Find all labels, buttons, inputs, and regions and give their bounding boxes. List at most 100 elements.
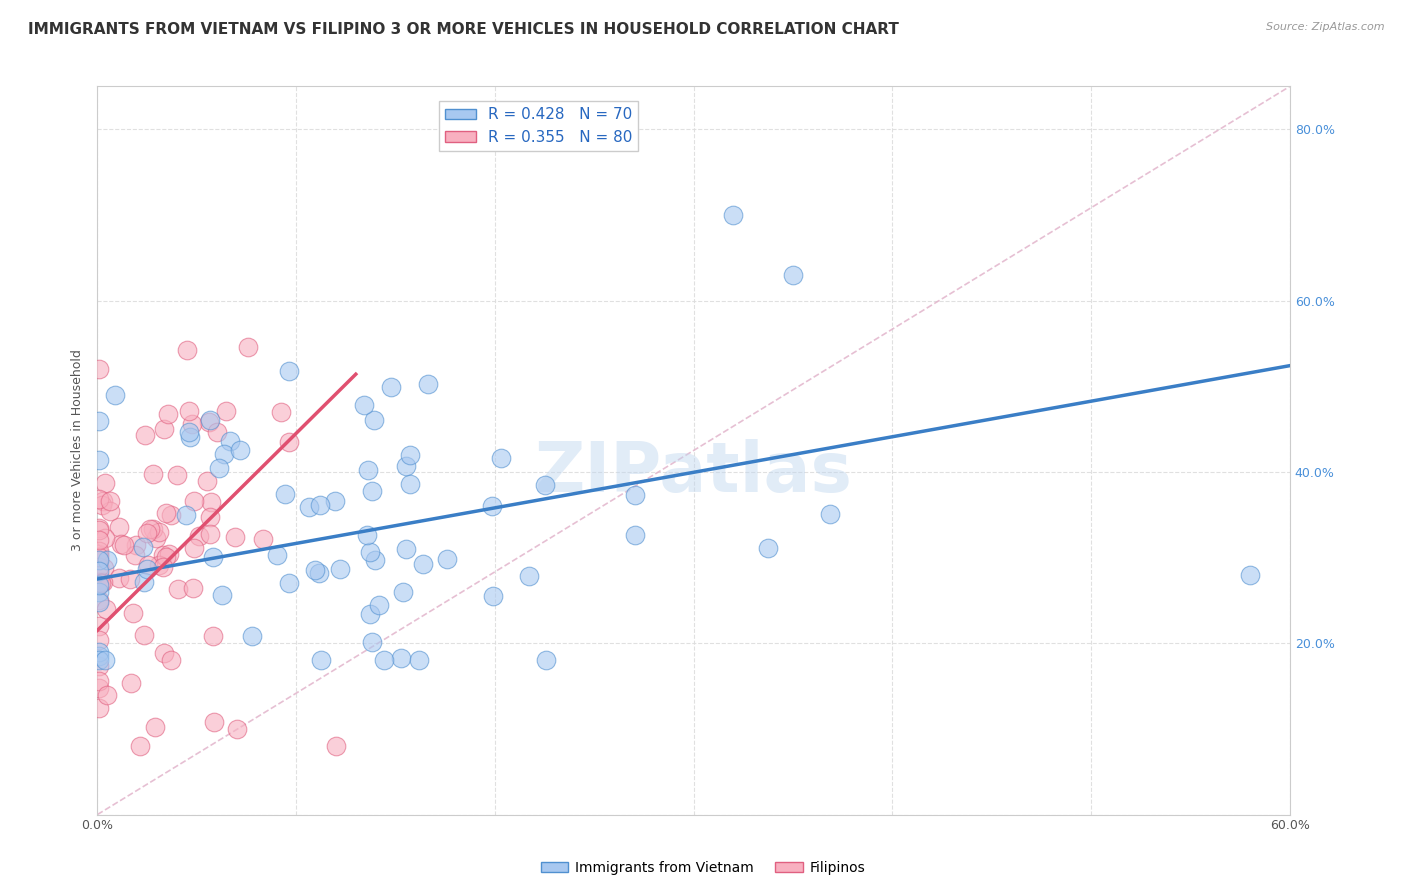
Point xyxy=(361,635,384,649)
Point xyxy=(756,541,779,555)
Y-axis label: 3 or more Vehicles in Household: 3 or more Vehicles in Household xyxy=(72,350,84,551)
Point xyxy=(143,720,166,734)
Point xyxy=(91,494,114,508)
Point xyxy=(148,525,170,540)
Point xyxy=(325,739,347,753)
Point xyxy=(368,598,391,612)
Point xyxy=(118,573,141,587)
Point xyxy=(98,494,121,508)
Point xyxy=(156,407,179,421)
Point xyxy=(91,498,114,512)
Point xyxy=(200,494,222,508)
Point xyxy=(122,606,145,620)
Point xyxy=(270,405,292,419)
Point xyxy=(155,506,177,520)
Point xyxy=(195,474,218,488)
Point xyxy=(89,595,111,609)
Point xyxy=(139,522,162,536)
Point xyxy=(489,451,512,466)
Point xyxy=(89,584,111,599)
Point xyxy=(93,653,115,667)
Text: ZIPatlas: ZIPatlas xyxy=(534,439,852,506)
Point xyxy=(820,507,842,521)
Point xyxy=(148,558,170,572)
Point xyxy=(395,458,418,473)
Point xyxy=(155,549,177,564)
Point xyxy=(89,645,111,659)
Point xyxy=(132,627,155,641)
Point xyxy=(152,646,174,660)
Point xyxy=(136,562,159,576)
Point xyxy=(89,523,111,537)
Point xyxy=(159,653,181,667)
Point xyxy=(183,541,205,555)
Point xyxy=(359,544,381,558)
Point xyxy=(353,398,375,412)
Point xyxy=(624,488,647,502)
Point xyxy=(274,487,297,501)
Point xyxy=(204,715,226,730)
Point xyxy=(89,362,111,376)
Point xyxy=(134,428,156,442)
Point xyxy=(120,676,142,690)
Point xyxy=(363,412,385,426)
Point xyxy=(277,435,299,450)
Point xyxy=(142,467,165,481)
Point xyxy=(89,543,111,558)
Point xyxy=(308,566,330,581)
Point xyxy=(89,560,111,574)
Point xyxy=(298,500,321,515)
Point xyxy=(181,581,204,595)
Point xyxy=(108,519,131,533)
Point xyxy=(517,568,540,582)
Point xyxy=(94,532,117,546)
Point xyxy=(89,659,111,673)
Point xyxy=(152,560,174,574)
Point xyxy=(124,548,146,562)
Point xyxy=(89,414,111,428)
Point xyxy=(179,403,201,417)
Point xyxy=(94,475,117,490)
Point xyxy=(159,508,181,523)
Point xyxy=(94,602,117,616)
Point xyxy=(211,588,233,602)
Point xyxy=(90,576,112,591)
Point xyxy=(412,558,434,572)
Text: IMMIGRANTS FROM VIETNAM VS FILIPINO 3 OR MORE VEHICLES IN HOUSEHOLD CORRELATION : IMMIGRANTS FROM VIETNAM VS FILIPINO 3 OR… xyxy=(28,22,898,37)
Point xyxy=(89,681,111,695)
Point xyxy=(89,673,111,688)
Point xyxy=(395,541,418,556)
Point xyxy=(98,504,121,518)
Point xyxy=(166,468,188,483)
Point xyxy=(142,523,165,537)
Point xyxy=(89,533,111,547)
Point xyxy=(89,564,111,578)
Point xyxy=(89,701,111,715)
Point xyxy=(89,452,111,467)
Point xyxy=(167,582,190,597)
Point xyxy=(145,532,167,546)
Point xyxy=(200,413,222,427)
Point xyxy=(202,549,225,564)
Point xyxy=(364,553,387,567)
Point xyxy=(329,562,352,576)
Point xyxy=(188,529,211,543)
Point xyxy=(179,430,201,444)
Point xyxy=(125,538,148,552)
Point xyxy=(389,650,412,665)
Point xyxy=(323,494,346,508)
Point xyxy=(205,425,228,440)
Point xyxy=(89,552,111,566)
Point xyxy=(240,629,263,643)
Point xyxy=(183,494,205,508)
Point xyxy=(398,449,420,463)
Point xyxy=(356,528,378,542)
Point xyxy=(96,688,118,702)
Point xyxy=(89,632,111,647)
Point xyxy=(225,722,247,736)
Point xyxy=(129,739,152,753)
Point xyxy=(132,575,155,590)
Point xyxy=(131,541,153,555)
Point xyxy=(152,548,174,562)
Point xyxy=(89,492,111,507)
